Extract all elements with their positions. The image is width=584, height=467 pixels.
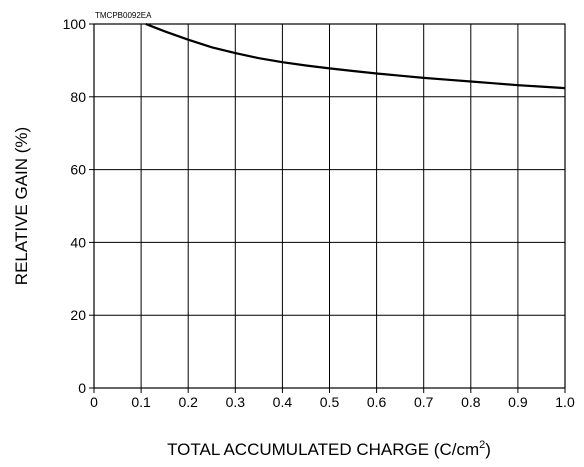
x-tick-label: 0.5 [320,394,340,410]
y-tick-label: 80 [70,89,86,105]
figure-code-label: TMCPB0092EA [95,11,152,20]
x-tick-label: 0.8 [461,394,481,410]
series-line [145,22,566,90]
x-tick-label: 1.0 [555,394,575,410]
x-tick-label: 0.9 [508,394,528,410]
y-tick-label: 100 [63,16,87,32]
y-tick-label: 40 [70,234,86,250]
tick-labels: 0 0.1 0.2 0.3 0.4 0.5 0.6 0.7 0.8 0.9 1.0 0 20 40 60 80… [63,16,575,410]
y-axis-label: RELATIVE GAIN (%) [12,127,31,285]
plot-frame [93,23,566,389]
x-tick-label: 0 [90,394,98,410]
y-tick-label: 20 [70,307,86,323]
x-axis-label-main: TOTAL ACCUMULATED CHARGE (C/cm [167,440,479,459]
x-tick-label: 0.3 [226,394,246,410]
y-tick-label: 0 [78,380,86,396]
grid [89,23,566,393]
x-tick-label: 0.7 [414,394,434,410]
y-tick-label: 60 [70,162,86,178]
x-tick-label: 0.1 [131,394,151,410]
x-tick-label: 0.2 [178,394,198,410]
x-tick-label: 0.6 [367,394,387,410]
x-axis-label-superscript: 2 [479,439,485,451]
x-axis-label-suffix: ) [485,440,491,459]
x-tick-label: 0.4 [273,394,293,410]
x-axis-label: TOTAL ACCUMULATED CHARGE (C/cm2) [167,439,491,459]
